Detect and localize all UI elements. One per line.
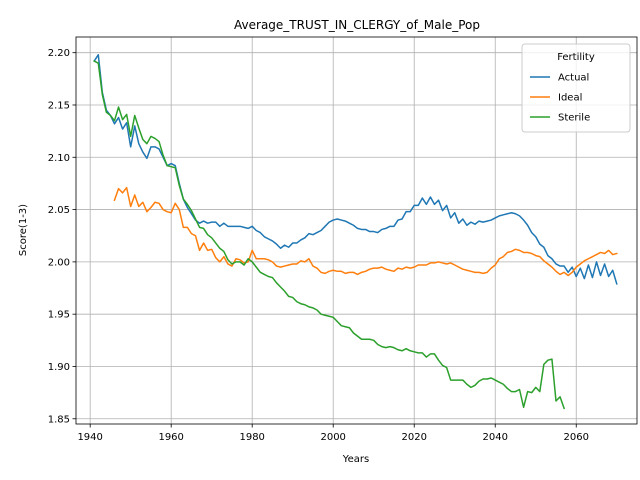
y-axis-ticks: 1.85 1.90 1.95 2.00 2.05 2.10 2.15 2.20 xyxy=(48,48,76,425)
grid xyxy=(76,37,637,424)
legend-label-ideal: Ideal xyxy=(558,93,582,104)
x-tick-label: 1980 xyxy=(239,432,264,443)
legend-label-actual: Actual xyxy=(558,73,589,84)
x-tick-label: 2040 xyxy=(483,432,508,443)
legend: Fertility Actual Ideal Sterile xyxy=(521,43,631,133)
chart-title: Average_TRUST_IN_CLERGY_of_Male_Pop xyxy=(234,18,480,32)
x-tick-label: 1940 xyxy=(77,432,102,443)
legend-label-sterile: Sterile xyxy=(558,113,590,124)
x-tick-label: 2000 xyxy=(320,432,345,443)
x-axis-ticks: 1940 1960 1980 2000 2020 2040 2060 xyxy=(77,424,589,443)
x-tick-label: 2020 xyxy=(401,432,426,443)
y-tick-label: 2.05 xyxy=(48,205,70,216)
y-tick-label: 1.90 xyxy=(48,362,70,373)
plot-frame xyxy=(75,36,638,425)
y-tick-label: 2.20 xyxy=(48,48,70,59)
y-tick-label: 2.00 xyxy=(48,257,70,268)
y-tick-label: 2.10 xyxy=(48,153,70,164)
legend-title: Fertility xyxy=(557,52,595,63)
y-tick-label: 1.95 xyxy=(48,310,70,321)
legend-box xyxy=(521,43,631,133)
y-axis-label: Score(1-3) xyxy=(18,204,29,256)
legend-items: Actual Ideal Sterile xyxy=(530,73,590,124)
x-tick-label: 1960 xyxy=(158,432,183,443)
x-axis-label: Years xyxy=(342,454,369,465)
series-line-sterile xyxy=(93,60,566,410)
y-tick-label: 2.15 xyxy=(48,100,70,111)
x-tick-label: 2060 xyxy=(564,432,589,443)
y-tick-label: 1.85 xyxy=(48,414,70,425)
series-line-ideal xyxy=(113,186,618,277)
series-lines xyxy=(93,54,618,410)
